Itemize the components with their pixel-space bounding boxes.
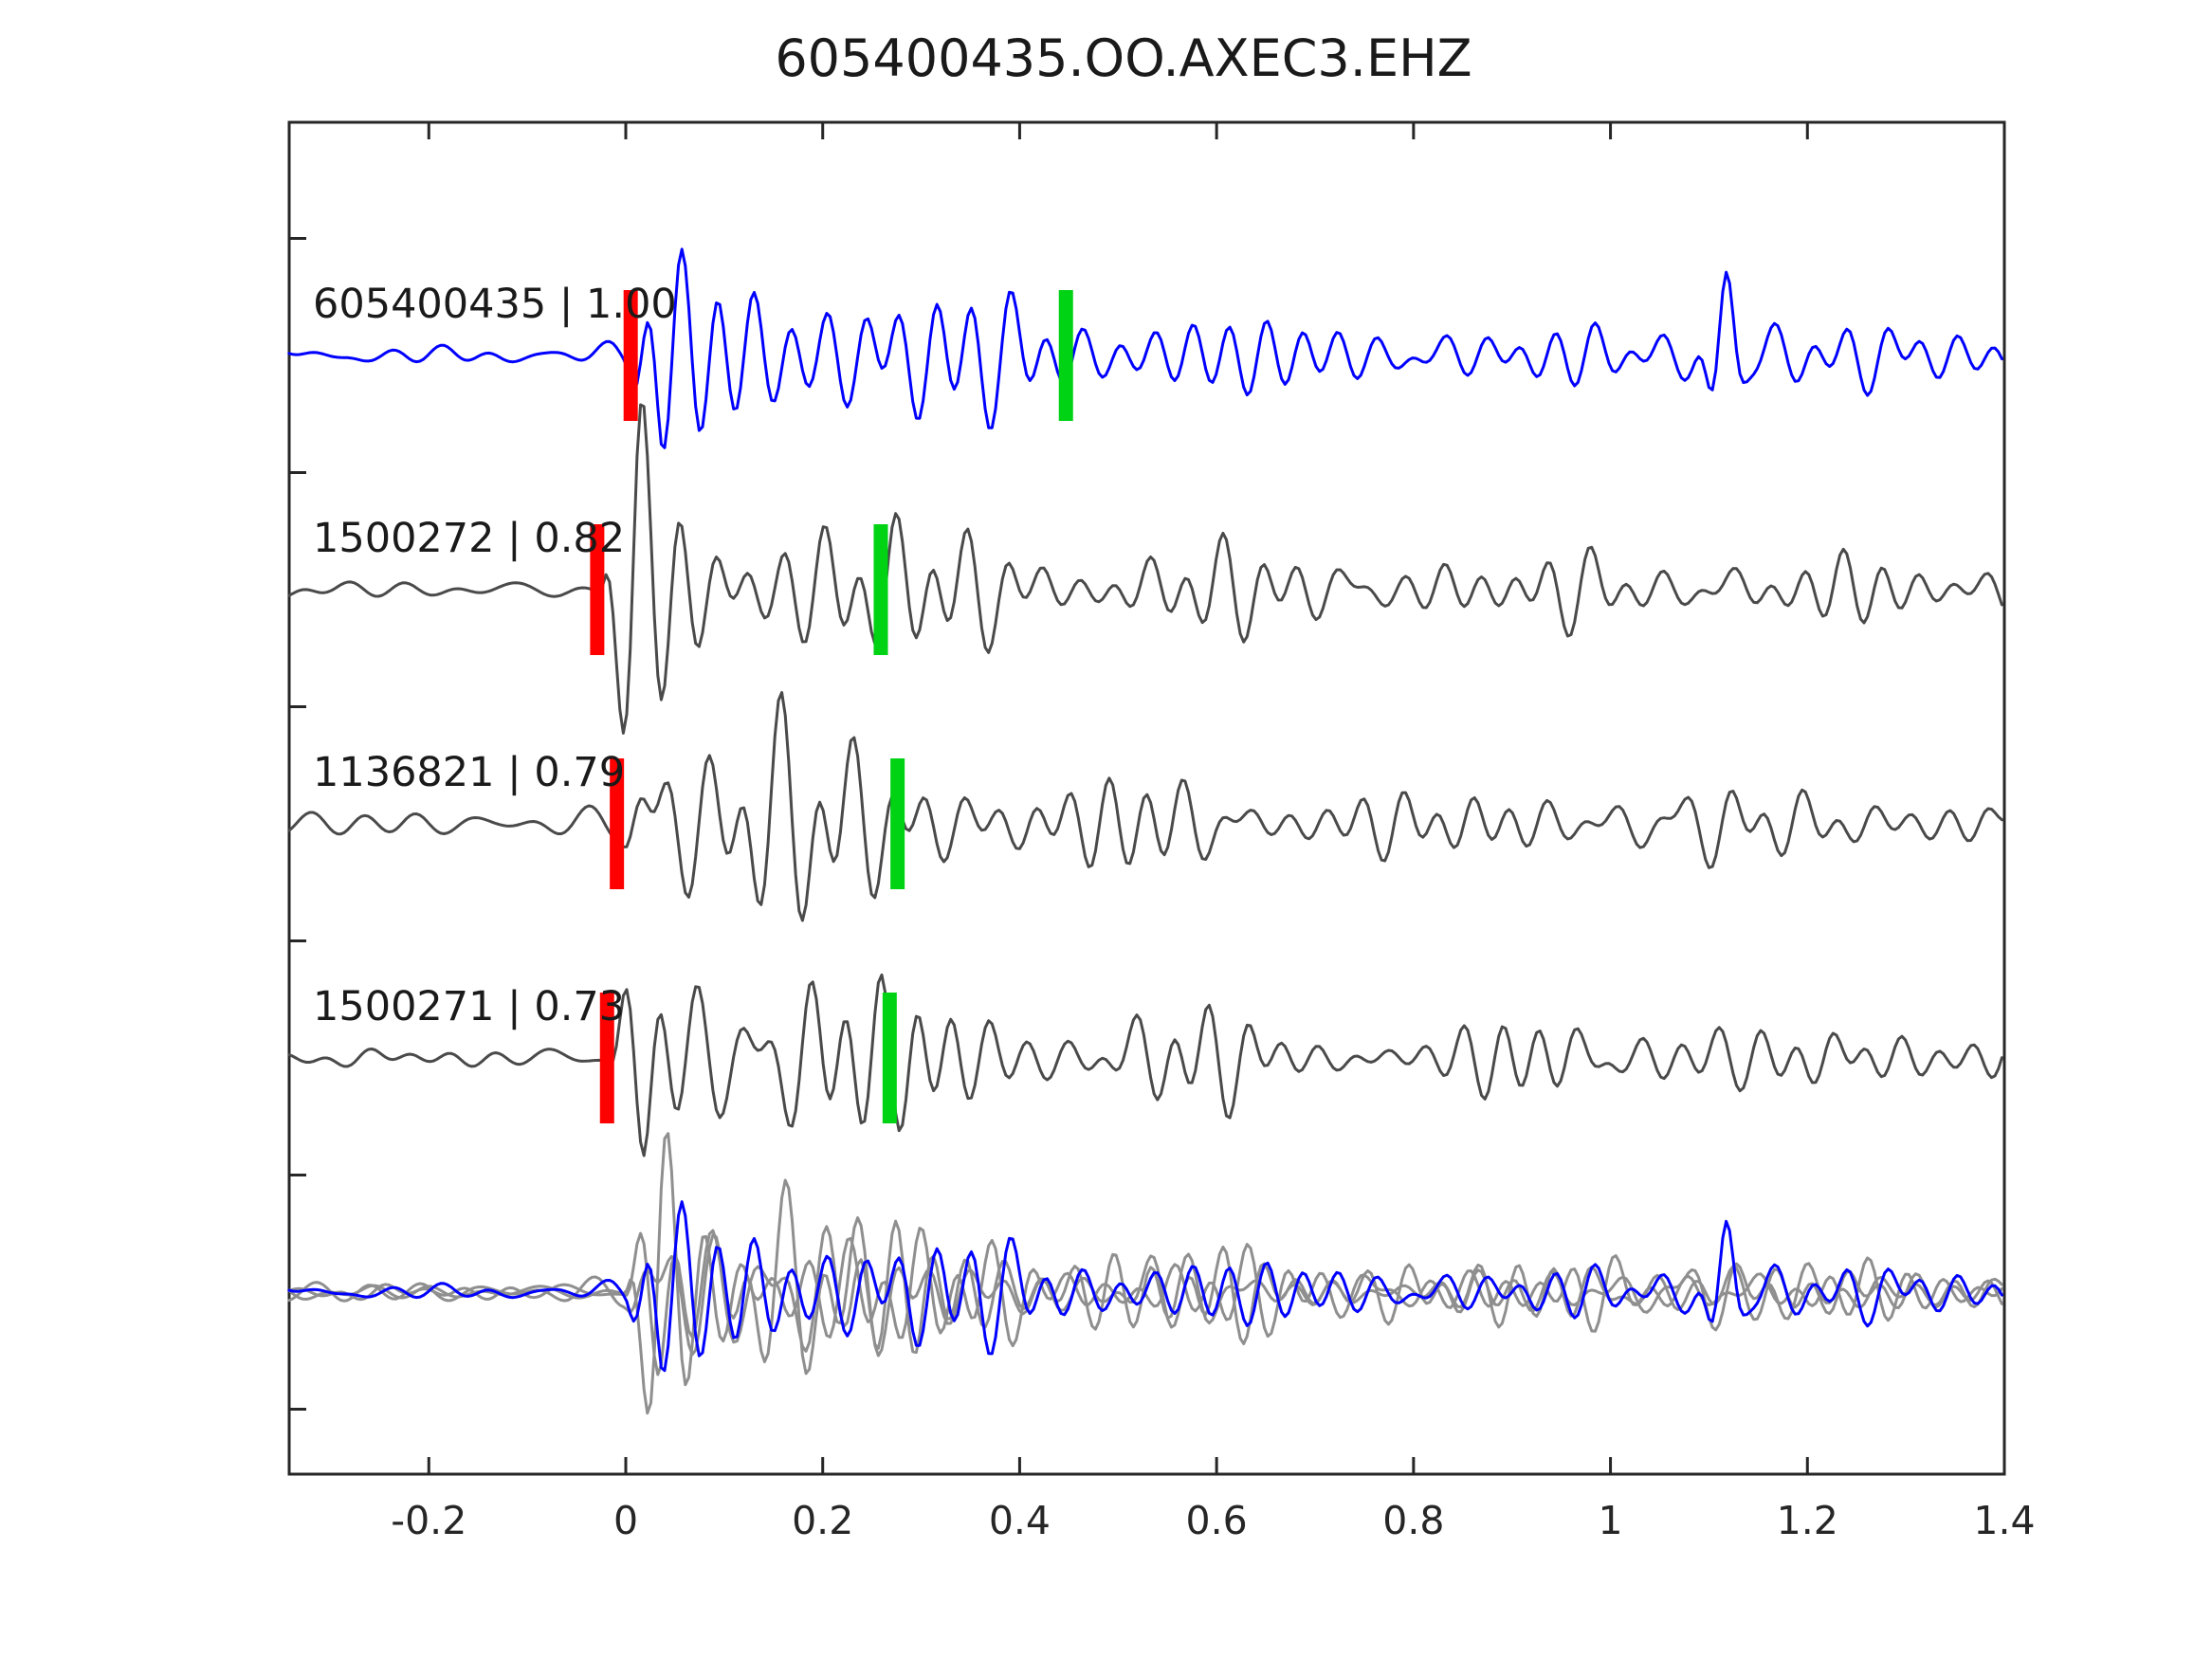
axis-ticks bbox=[289, 122, 2006, 1474]
trace-labels: 605400435 | 1.00 1500272 | 0.82 1136821 | … bbox=[313, 281, 677, 1030]
x-tick-label: 0.2 bbox=[792, 1498, 853, 1543]
trace-label-605400435: 605400435 | 1.00 bbox=[313, 281, 677, 328]
trace-line-605400435 bbox=[287, 247, 2003, 449]
x-tick-label: 1.2 bbox=[1777, 1498, 1838, 1543]
red-pick-marker bbox=[599, 993, 614, 1123]
trace-line-1136821 bbox=[287, 691, 2003, 922]
green-pick-marker bbox=[1058, 290, 1073, 421]
red-pick-marker bbox=[623, 290, 638, 421]
trace-label-1136821: 1136821 | 0.79 bbox=[313, 749, 625, 796]
trace-line-1500271 bbox=[287, 973, 2003, 1158]
overlay-trace-605400435 bbox=[287, 1200, 2003, 1373]
x-tick-labels: -0.2 0 0.2 0.4 0.6 0.8 1 1.2 1.4 bbox=[391, 1498, 2035, 1543]
red-pick-marker bbox=[590, 524, 605, 655]
overlay-trace-1500271 bbox=[287, 1219, 2003, 1376]
trace-label-1500271: 1500271 | 0.73 bbox=[313, 983, 625, 1030]
plot-frame bbox=[287, 120, 2006, 1476]
green-pick-marker bbox=[873, 524, 888, 655]
x-tick-label: 0.8 bbox=[1382, 1498, 1444, 1543]
x-tick-label: -0.2 bbox=[391, 1498, 466, 1543]
green-pick-marker bbox=[890, 758, 905, 889]
x-tick-label: 0.4 bbox=[989, 1498, 1051, 1543]
overlay-trace-1136821 bbox=[287, 1178, 2003, 1376]
red-pick-marker bbox=[610, 758, 625, 889]
pick-markers bbox=[590, 290, 1073, 1123]
x-tick-label: 0 bbox=[613, 1498, 638, 1543]
trace-label-1500272: 1500272 | 0.82 bbox=[313, 515, 625, 562]
x-tick-label: 1 bbox=[1599, 1498, 1623, 1543]
x-tick-label: 0.6 bbox=[1186, 1498, 1248, 1543]
x-tick-label: 1.4 bbox=[1973, 1498, 2035, 1543]
green-pick-marker bbox=[882, 993, 897, 1123]
trace-lines bbox=[287, 247, 2003, 1415]
overlay-trace-1500272 bbox=[287, 1132, 2003, 1415]
figure-title: 605400435.OO.AXEC3.EHZ bbox=[775, 28, 1472, 88]
trace-line-1500272 bbox=[287, 403, 2003, 735]
